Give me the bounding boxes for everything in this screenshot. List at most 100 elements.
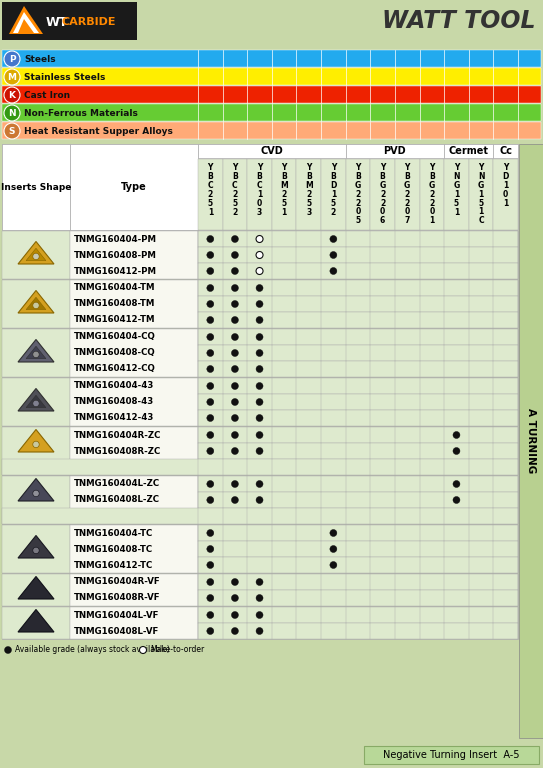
FancyBboxPatch shape: [198, 144, 346, 158]
Text: 3: 3: [306, 208, 311, 217]
Text: 5: 5: [208, 199, 213, 208]
Text: B: B: [281, 172, 287, 181]
Circle shape: [4, 51, 20, 67]
Circle shape: [231, 267, 238, 274]
Text: B: B: [355, 172, 361, 181]
Circle shape: [231, 300, 238, 307]
Text: 2: 2: [429, 190, 434, 199]
FancyBboxPatch shape: [2, 378, 70, 426]
Circle shape: [231, 333, 238, 340]
Text: 2: 2: [331, 208, 336, 217]
Text: 5: 5: [282, 199, 287, 208]
FancyBboxPatch shape: [70, 144, 198, 230]
FancyBboxPatch shape: [70, 476, 198, 524]
FancyBboxPatch shape: [198, 345, 518, 361]
Text: 7: 7: [405, 217, 410, 225]
Circle shape: [256, 448, 263, 455]
Text: Y: Y: [405, 163, 410, 172]
Circle shape: [256, 316, 263, 323]
FancyBboxPatch shape: [2, 476, 518, 524]
FancyBboxPatch shape: [70, 280, 198, 328]
Circle shape: [4, 647, 11, 654]
Text: 5: 5: [306, 199, 311, 208]
FancyBboxPatch shape: [198, 557, 518, 573]
FancyBboxPatch shape: [2, 329, 70, 377]
Text: TNMG160404-43: TNMG160404-43: [74, 382, 154, 390]
Text: PVD: PVD: [383, 146, 406, 156]
Text: 1: 1: [478, 207, 484, 217]
Text: 1: 1: [207, 208, 213, 217]
Circle shape: [207, 545, 214, 552]
FancyBboxPatch shape: [346, 144, 444, 158]
Text: TNMG160404-PM: TNMG160404-PM: [74, 234, 157, 243]
Text: 0: 0: [380, 207, 385, 217]
Polygon shape: [18, 339, 54, 362]
Circle shape: [330, 267, 337, 274]
FancyBboxPatch shape: [2, 607, 70, 639]
Circle shape: [231, 578, 238, 585]
Circle shape: [231, 251, 238, 259]
Text: G: G: [404, 180, 411, 190]
Text: TNMG160412-PM: TNMG160412-PM: [74, 266, 157, 276]
FancyBboxPatch shape: [346, 159, 370, 230]
FancyBboxPatch shape: [370, 159, 395, 230]
Circle shape: [256, 236, 263, 243]
Text: TNMG160404-TM: TNMG160404-TM: [74, 283, 155, 293]
Circle shape: [231, 236, 238, 243]
Circle shape: [231, 349, 238, 356]
Text: B: B: [380, 172, 386, 181]
Polygon shape: [26, 248, 46, 260]
FancyBboxPatch shape: [198, 623, 518, 639]
Text: 5: 5: [356, 217, 361, 225]
Text: 2: 2: [405, 190, 410, 199]
FancyBboxPatch shape: [198, 525, 518, 541]
Text: C: C: [207, 181, 213, 190]
Circle shape: [231, 415, 238, 422]
Polygon shape: [26, 396, 46, 408]
Circle shape: [256, 366, 263, 372]
FancyBboxPatch shape: [2, 427, 70, 475]
Text: M: M: [305, 181, 313, 190]
FancyBboxPatch shape: [198, 574, 518, 590]
Circle shape: [330, 236, 337, 243]
FancyBboxPatch shape: [70, 525, 198, 573]
Text: G: G: [380, 180, 386, 190]
Circle shape: [256, 382, 263, 389]
Text: TNMG160404L-ZC: TNMG160404L-ZC: [74, 479, 160, 488]
Polygon shape: [18, 19, 34, 33]
Text: TNMG160412-TC: TNMG160412-TC: [74, 561, 153, 570]
Text: Negative Turning Insert  A-5: Negative Turning Insert A-5: [383, 750, 520, 760]
FancyBboxPatch shape: [70, 574, 198, 606]
FancyBboxPatch shape: [247, 159, 272, 230]
Text: D: D: [502, 172, 509, 181]
Text: TNMG160408L-ZC: TNMG160408L-ZC: [74, 495, 160, 505]
Circle shape: [207, 594, 214, 601]
Circle shape: [207, 251, 214, 259]
Text: B: B: [232, 172, 238, 181]
FancyBboxPatch shape: [198, 263, 518, 279]
Text: 2: 2: [355, 190, 361, 199]
FancyBboxPatch shape: [198, 361, 518, 377]
Text: Y: Y: [429, 163, 434, 172]
Text: TNMG160408-43: TNMG160408-43: [74, 398, 154, 406]
Text: 2: 2: [429, 198, 434, 207]
Text: Heat Resistant Supper Alloys: Heat Resistant Supper Alloys: [24, 127, 173, 135]
Circle shape: [330, 529, 337, 537]
Circle shape: [256, 267, 263, 274]
Circle shape: [256, 594, 263, 601]
FancyBboxPatch shape: [2, 144, 70, 230]
Circle shape: [4, 69, 20, 85]
Circle shape: [207, 496, 214, 504]
Circle shape: [453, 448, 460, 455]
Polygon shape: [18, 290, 54, 313]
Circle shape: [207, 366, 214, 372]
Circle shape: [207, 382, 214, 389]
Circle shape: [33, 490, 39, 497]
Text: A TURNING: A TURNING: [526, 409, 536, 474]
FancyBboxPatch shape: [198, 394, 518, 410]
Text: B: B: [405, 172, 410, 181]
FancyBboxPatch shape: [2, 86, 541, 103]
Text: 0: 0: [503, 190, 508, 199]
Polygon shape: [18, 577, 54, 599]
Circle shape: [231, 627, 238, 634]
